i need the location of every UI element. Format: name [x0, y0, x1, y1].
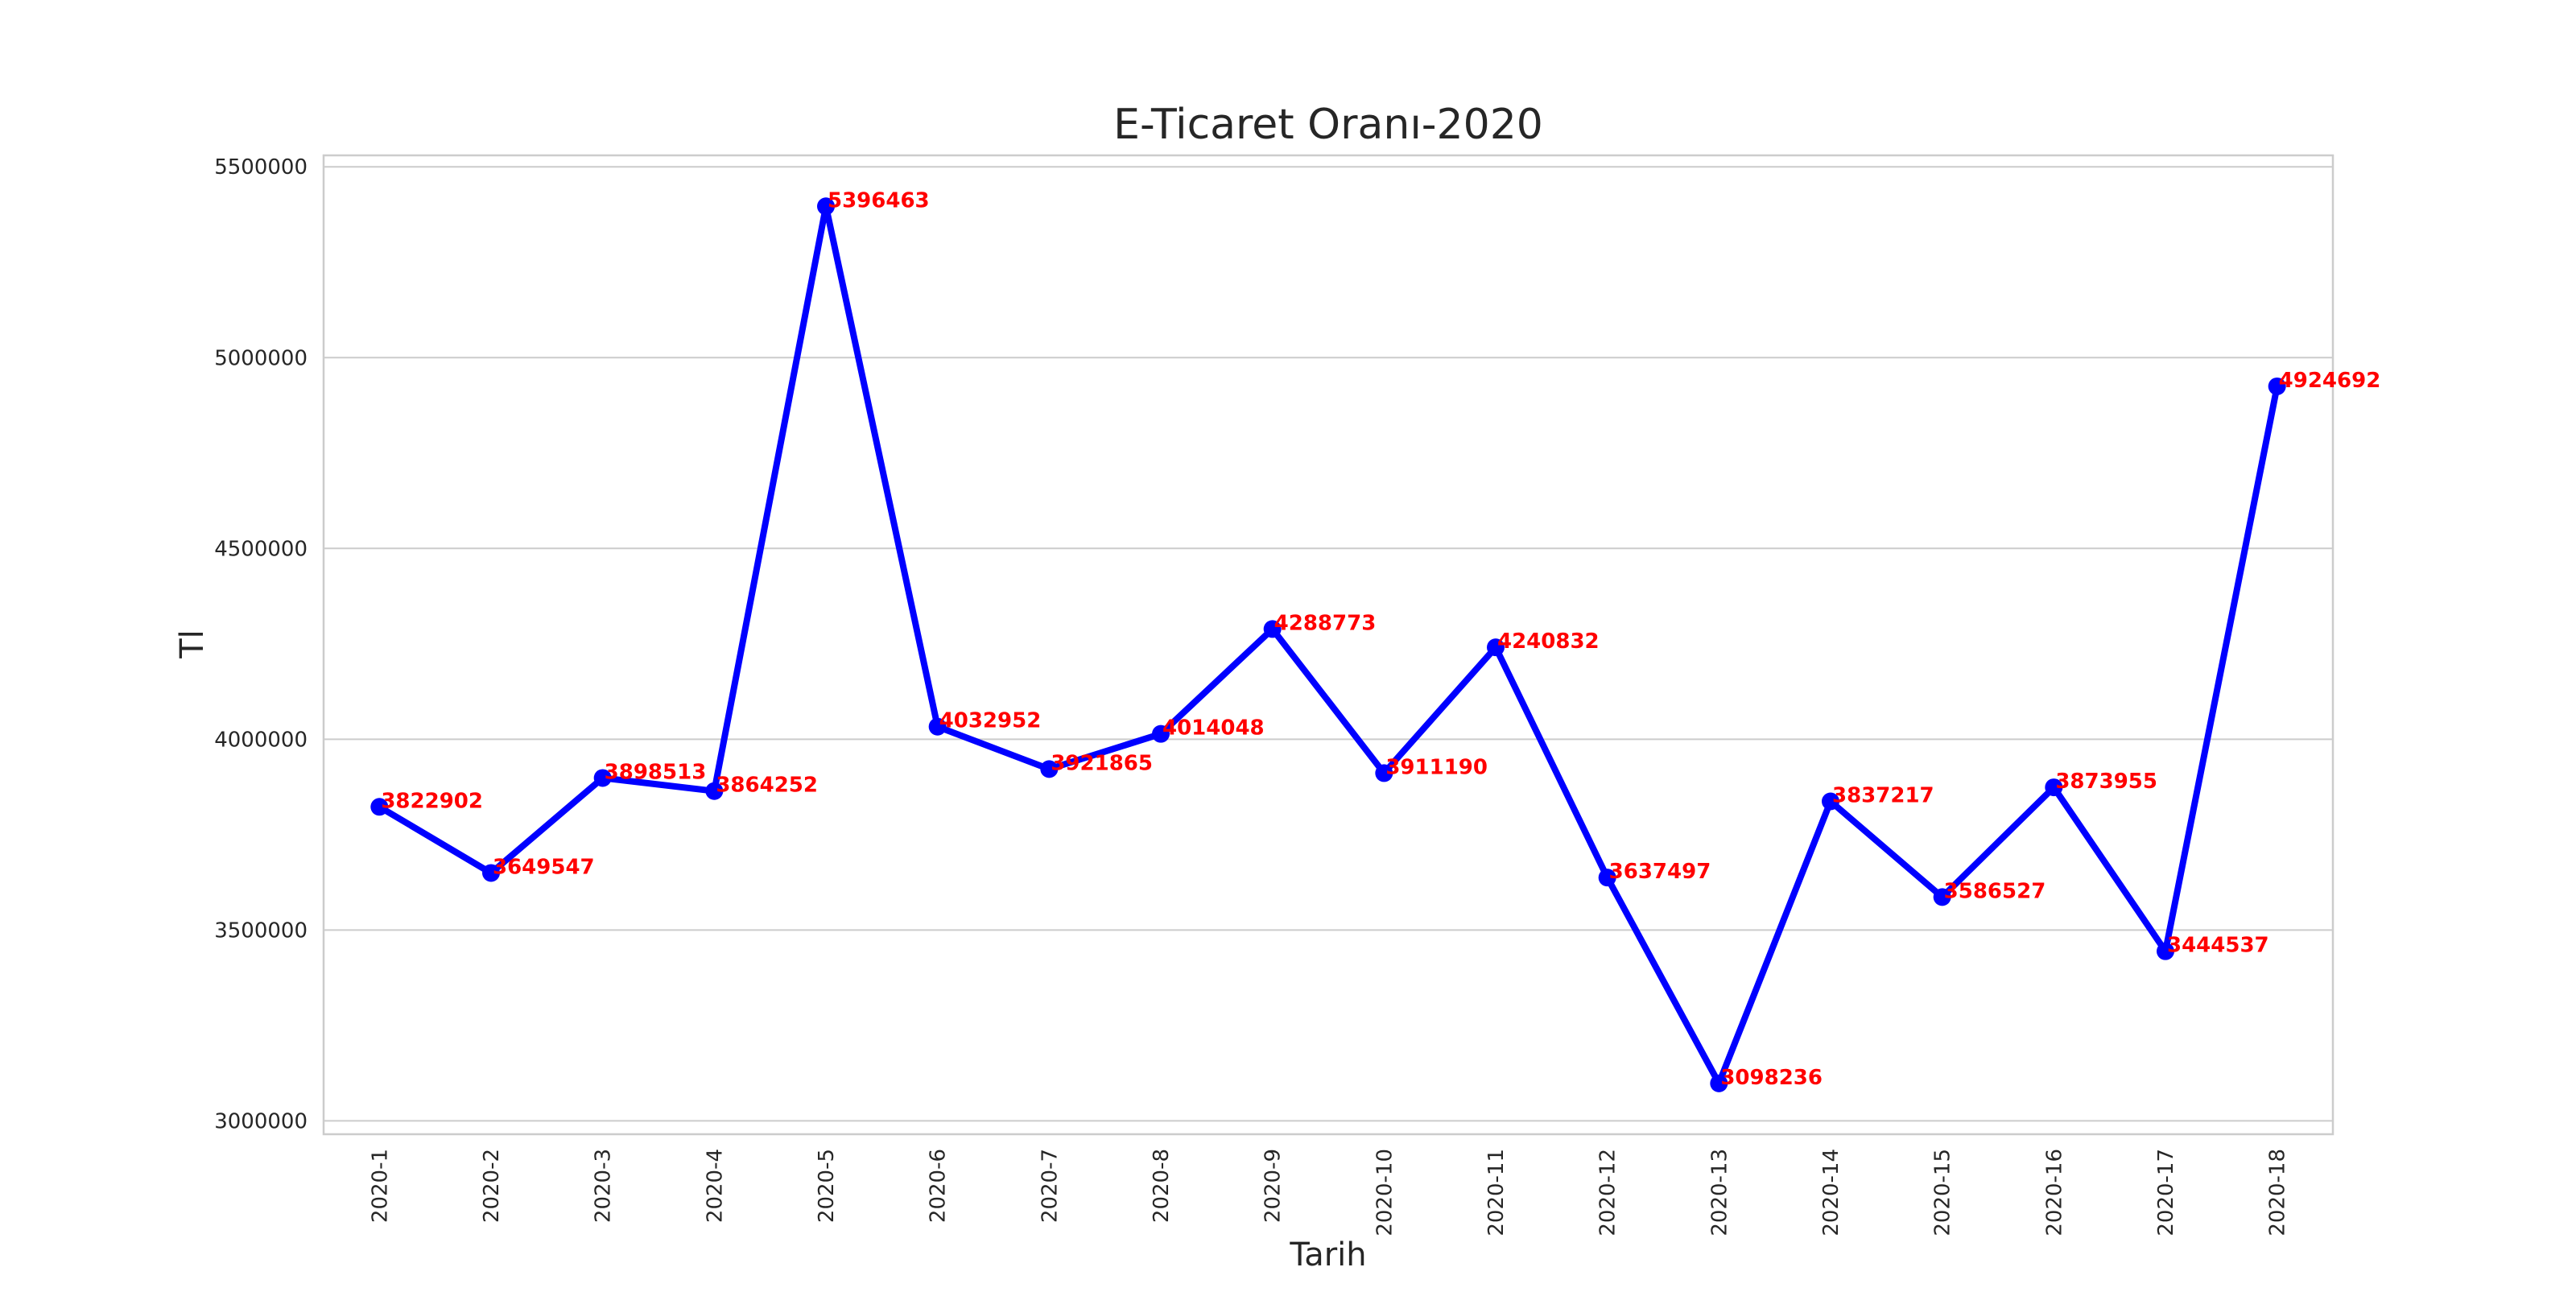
- series-line: [378, 203, 2281, 1087]
- x-tick-label: 2020-12: [1596, 1149, 1620, 1236]
- data-point: [1822, 792, 1839, 811]
- data-point: [1152, 724, 1170, 743]
- data-point: [1263, 620, 1282, 638]
- data-label: 4924692: [2279, 369, 2381, 393]
- data-label: 4288773: [1274, 611, 1377, 635]
- data-label: 3649547: [493, 855, 595, 879]
- data-label: 3873955: [2055, 770, 2157, 794]
- x-tick-label: 2020-11: [1484, 1149, 1509, 1236]
- data-point: [370, 798, 389, 816]
- data-point: [2045, 778, 2063, 797]
- data-point: [2157, 942, 2174, 960]
- data-point: [1933, 888, 1951, 906]
- x-tick-label: 2020-16: [2042, 1149, 2066, 1236]
- data-label: 5396463: [828, 188, 930, 213]
- data-label: 4032952: [939, 709, 1042, 733]
- data-point: [705, 782, 724, 800]
- data-labels: 3822902 3649547 3898513 3864252 5396463 40329…: [381, 188, 2380, 1090]
- data-label: 3837217: [1832, 784, 1934, 808]
- x-tick-label: 2020-10: [1373, 1149, 1397, 1236]
- data-label: 3911190: [1385, 755, 1488, 779]
- data-label: 3921865: [1051, 751, 1153, 775]
- x-tick-label: 2020-18: [2266, 1149, 2290, 1236]
- data-label: 4240832: [1497, 629, 1600, 654]
- x-tick-label: 2020-14: [1819, 1149, 1843, 1236]
- x-tick-label: 2020-6: [927, 1149, 951, 1223]
- data-point: [593, 769, 612, 787]
- data-point: [817, 197, 835, 216]
- x-tick-label: 2020-7: [1038, 1149, 1062, 1223]
- chart-title: E-Ticaret Oranı-2020: [1113, 101, 1543, 149]
- x-tick-label: 2020-17: [2154, 1149, 2178, 1236]
- data-point: [1040, 760, 1059, 778]
- series-line-path: [378, 203, 2281, 1087]
- data-label: 3444537: [2167, 934, 2269, 958]
- x-axis-ticks: 2020-1 2020-2 2020-3 2020-4 2020-5 2020-6 2020…: [368, 1149, 2289, 1236]
- gridlines: [324, 166, 2333, 1122]
- series-points: [370, 197, 2286, 1092]
- y-axis-title: Tl: [174, 629, 211, 659]
- data-point: [928, 717, 947, 736]
- y-tick-label: 5000000: [214, 346, 308, 370]
- y-tick-label: 3500000: [214, 918, 308, 943]
- data-label: 3864252: [716, 774, 818, 798]
- data-point: [1375, 764, 1393, 782]
- x-axis-title: Tarih: [1289, 1236, 1366, 1273]
- y-axis-ticks: 3000000 3500000 4000000 4500000 5000000 55000…: [214, 155, 308, 1133]
- data-point: [482, 864, 500, 882]
- x-tick-label: 2020-2: [480, 1149, 504, 1223]
- data-point: [1710, 1074, 1728, 1092]
- plot-frame: [322, 154, 2334, 1136]
- x-tick-label: 2020-9: [1261, 1149, 1286, 1223]
- y-tick-label: 3000000: [214, 1109, 308, 1133]
- x-tick-label: 2020-13: [1707, 1149, 1732, 1236]
- y-tick-label: 4500000: [214, 537, 308, 561]
- data-point: [1598, 869, 1616, 887]
- x-tick-label: 2020-15: [1931, 1149, 1955, 1236]
- data-label: 3898513: [605, 760, 707, 784]
- y-tick-label: 5500000: [214, 155, 308, 180]
- data-label: 3637497: [1609, 860, 1711, 884]
- data-label: 4014048: [1162, 716, 1265, 741]
- data-label: 3586527: [1944, 879, 2046, 903]
- data-point: [2268, 377, 2286, 395]
- data-label: 3822902: [381, 789, 483, 813]
- x-tick-label: 2020-4: [703, 1149, 727, 1223]
- x-tick-label: 2020-3: [592, 1149, 616, 1223]
- x-tick-label: 2020-8: [1150, 1149, 1174, 1223]
- x-tick-label: 2020-1: [368, 1149, 392, 1223]
- x-tick-label: 2020-5: [815, 1149, 839, 1223]
- y-tick-label: 4000000: [214, 728, 308, 752]
- data-point: [1487, 638, 1505, 657]
- data-label: 3098236: [1720, 1066, 1823, 1090]
